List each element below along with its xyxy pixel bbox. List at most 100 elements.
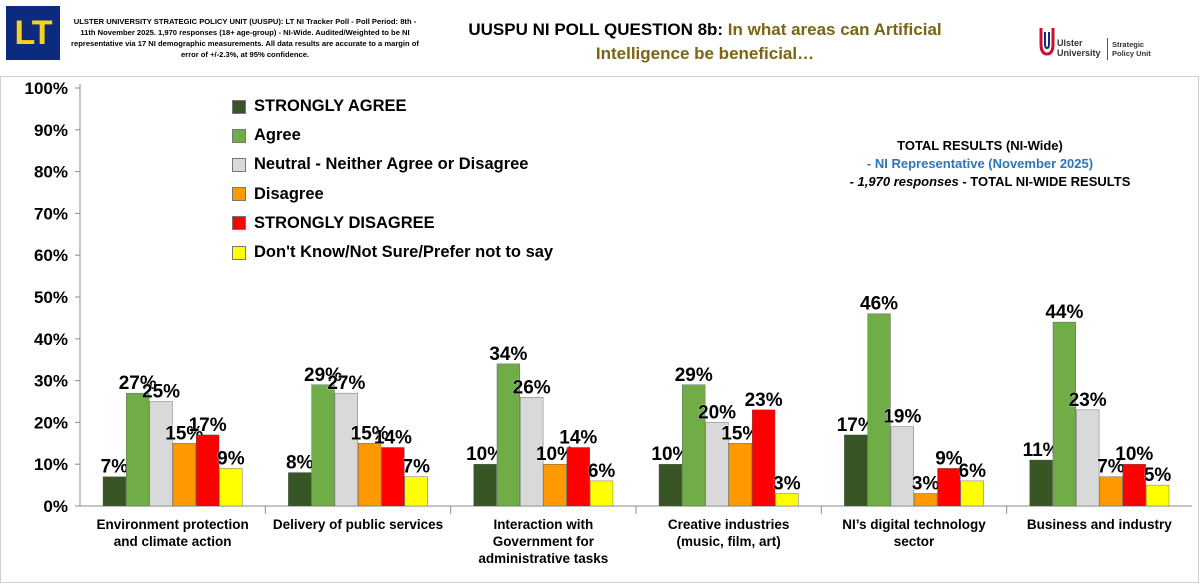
lt-logo: LT bbox=[6, 6, 60, 60]
y-tick-label: 100% bbox=[25, 79, 68, 98]
bar-value-label: 44% bbox=[1045, 302, 1083, 323]
bar-2-3 bbox=[705, 422, 729, 507]
bar-value-label: 14% bbox=[559, 427, 597, 448]
bar-value-label: 25% bbox=[142, 382, 180, 403]
x-category-label-line: Business and industry bbox=[1026, 517, 1172, 532]
legend-swatch bbox=[232, 216, 246, 231]
uu-logo-line4: Policy Unit bbox=[1112, 49, 1151, 58]
legend-item: Disagree bbox=[232, 180, 553, 209]
bar-value-label: 15% bbox=[721, 423, 759, 444]
y-tick-label: 20% bbox=[34, 413, 68, 432]
bar-value-label: 29% bbox=[675, 365, 713, 386]
legend-swatch bbox=[232, 157, 246, 172]
bar-value-label: 23% bbox=[1069, 390, 1107, 411]
bar-4-1 bbox=[381, 447, 405, 507]
bar-value-label: 3% bbox=[773, 473, 801, 494]
bar-4-5 bbox=[1122, 464, 1146, 507]
bar-value-label: 7% bbox=[403, 457, 431, 478]
bar-2-5 bbox=[1076, 409, 1100, 507]
bar-2-1 bbox=[334, 392, 358, 507]
legend-label: Disagree bbox=[254, 184, 324, 203]
x-category-label: Business and industry bbox=[1004, 516, 1194, 533]
bar-value-label: 14% bbox=[374, 427, 412, 448]
x-category-label-line: NI’s digital technology bbox=[842, 517, 986, 532]
uu-logo-unit: Strategic Policy Unit bbox=[1112, 40, 1151, 58]
totals-line2: - NI Representative (November 2025) bbox=[866, 156, 1094, 171]
x-category-label-line: Creative industries bbox=[667, 517, 790, 532]
legend-swatch bbox=[232, 245, 246, 260]
legend-label: Don't Know/Not Sure/Prefer not to say bbox=[254, 243, 554, 262]
x-category-label-line: Environment protection bbox=[96, 517, 249, 532]
x-axis-labels: Environment protection and climate action… bbox=[0, 516, 1200, 576]
bar-value-label: 10% bbox=[536, 444, 574, 465]
bar-4-0 bbox=[196, 434, 220, 507]
totals-responses: - 1,970 responses bbox=[849, 174, 959, 189]
x-category-label-line: Government for bbox=[492, 534, 594, 549]
totals-line1: TOTAL RESULTS (NI-Wide) bbox=[897, 138, 1063, 153]
title-prefix: UUSPU NI POLL QUESTION 8b: bbox=[468, 20, 728, 39]
bar-1-3 bbox=[682, 384, 706, 507]
x-category-label: Creative industries (music, film, art) bbox=[634, 516, 824, 550]
chart-title: UUSPU NI POLL QUESTION 8b: In what areas… bbox=[445, 18, 965, 66]
bar-2-0 bbox=[149, 401, 173, 507]
bar-value-label: 23% bbox=[745, 390, 783, 411]
legend-swatch bbox=[232, 99, 246, 114]
bar-value-label: 19% bbox=[883, 407, 921, 428]
bar-4-3 bbox=[752, 409, 776, 507]
bar-value-label: 6% bbox=[959, 461, 987, 482]
bar-3-3 bbox=[728, 443, 752, 507]
x-category-label: Interaction with Government for administra… bbox=[448, 516, 638, 567]
x-category-label-line: Delivery of public services bbox=[272, 517, 444, 532]
bar-value-label: 34% bbox=[489, 344, 527, 365]
y-tick-label: 50% bbox=[34, 288, 68, 307]
legend-item: STRONGLY AGREE bbox=[232, 92, 553, 121]
bar-value-label: 17% bbox=[189, 415, 227, 436]
bar-3-5 bbox=[1099, 476, 1123, 507]
bar-0-2 bbox=[473, 464, 497, 507]
legend-label: Agree bbox=[254, 126, 301, 145]
bar-value-label: 17% bbox=[837, 415, 875, 436]
uu-logo-name: Ulster University bbox=[1057, 38, 1101, 58]
bar-1-0 bbox=[126, 392, 150, 507]
x-category-label: Environment protection and climate action bbox=[78, 516, 268, 550]
bar-value-label: 15% bbox=[351, 423, 389, 444]
bar-value-label: 26% bbox=[513, 377, 551, 398]
bar-0-5 bbox=[1029, 459, 1053, 507]
bar-3-2 bbox=[543, 464, 567, 507]
ulster-university-logo-mark-icon bbox=[1039, 28, 1055, 56]
y-tick-label: 0% bbox=[43, 497, 68, 516]
y-tick-label: 40% bbox=[34, 330, 68, 349]
bar-0-1 bbox=[288, 472, 312, 507]
bar-value-label: 10% bbox=[466, 444, 504, 465]
bar-value-label: 27% bbox=[119, 373, 157, 394]
bar-0-3 bbox=[658, 464, 683, 507]
title-question: In what areas can Artificial Intelligenc… bbox=[595, 20, 942, 63]
x-category-label-line: Interaction with bbox=[493, 517, 594, 532]
bar-value-label: 7% bbox=[101, 457, 129, 478]
bar-5-2 bbox=[589, 480, 614, 507]
x-category-label-line: sector bbox=[893, 534, 935, 549]
y-tick-label: 30% bbox=[34, 372, 68, 391]
bar-5-1 bbox=[404, 476, 428, 507]
y-tick-label: 60% bbox=[34, 246, 68, 265]
uu-logo-divider bbox=[1107, 38, 1108, 60]
bar-1-1 bbox=[311, 384, 335, 507]
bar-2-4 bbox=[890, 426, 914, 507]
y-tick-label: 90% bbox=[34, 121, 68, 140]
bar-1-2 bbox=[496, 363, 520, 507]
totals-line3-rest: - TOTAL NI-WIDE RESULTS bbox=[958, 174, 1131, 189]
bar-3-0 bbox=[172, 443, 196, 507]
bar-value-label: 8% bbox=[286, 453, 314, 474]
totals-box: TOTAL RESULTS (NI-Wide) - NI Representat… bbox=[800, 137, 1160, 191]
bar-value-label: 15% bbox=[165, 423, 203, 444]
uu-logo-line1: Ulster bbox=[1057, 38, 1083, 48]
y-tick-label: 10% bbox=[34, 455, 68, 474]
legend-item: STRONGLY DISAGREE bbox=[232, 209, 553, 238]
y-tick-label: 80% bbox=[34, 163, 68, 182]
bar-0-4 bbox=[844, 434, 868, 507]
x-category-label-line: (music, film, art) bbox=[676, 534, 781, 549]
bar-value-label: 11% bbox=[1023, 440, 1060, 461]
legend-item: Neutral - Neither Agree or Disagree bbox=[232, 150, 553, 179]
bar-value-label: 20% bbox=[698, 402, 736, 423]
